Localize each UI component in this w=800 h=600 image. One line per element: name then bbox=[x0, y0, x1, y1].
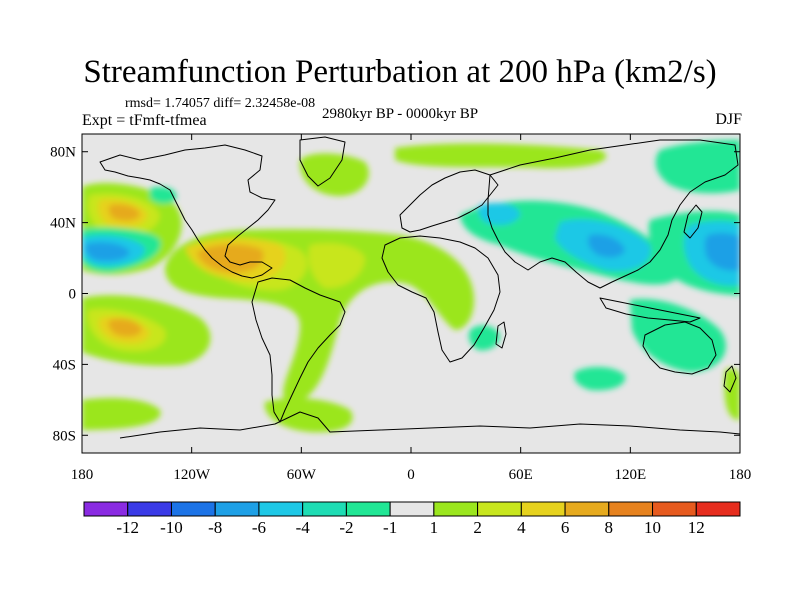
field-region bbox=[85, 242, 130, 262]
colorbar-swatch bbox=[83, 501, 129, 517]
colorbar-label: 10 bbox=[644, 518, 661, 537]
colorbar-swatch bbox=[258, 501, 304, 517]
lat-tick-label: 40S bbox=[53, 357, 76, 373]
coastline-australia bbox=[642, 321, 717, 375]
coastline-south-america bbox=[251, 277, 346, 423]
field-region bbox=[395, 143, 607, 169]
colorbar-swatch bbox=[345, 501, 391, 517]
colorbar-label: -10 bbox=[160, 518, 183, 537]
colorbar-swatch bbox=[695, 501, 741, 517]
season-label: DJF bbox=[715, 111, 742, 128]
lat-tick-label: 0 bbox=[69, 287, 77, 303]
coastlines bbox=[99, 136, 740, 439]
coastline-new-zealand bbox=[723, 365, 737, 393]
colorbar-swatch bbox=[433, 501, 479, 517]
map-axes: 180 120W 60W 0 60E 120E 180 80N 40N 0 40S 80S bbox=[50, 134, 751, 483]
colorbar-swatch bbox=[389, 501, 435, 517]
lat-tick-label: 80S bbox=[53, 428, 76, 444]
coastline-maritime bbox=[599, 297, 701, 323]
colorbar-swatch bbox=[652, 501, 697, 517]
colorbar-label: 6 bbox=[561, 518, 570, 537]
colorbar-swatch bbox=[564, 501, 610, 517]
colorbar-swatch bbox=[170, 501, 216, 517]
colorbar-label: -8 bbox=[208, 518, 222, 537]
colorbar-label: -12 bbox=[116, 518, 139, 537]
field-region bbox=[588, 234, 625, 258]
stats-label: rmsd= 1.74057 diff= 2.32458e-08 bbox=[125, 96, 316, 111]
colorbar-swatch bbox=[214, 501, 260, 517]
period-label: 2980kyr BP - 0000kyr BP bbox=[322, 106, 479, 122]
lon-tick-label: 120E bbox=[614, 467, 646, 483]
colorbar-swatch bbox=[302, 501, 347, 517]
field-region bbox=[478, 203, 520, 226]
colorbar-swatch bbox=[520, 501, 566, 517]
coastline-europe bbox=[399, 169, 499, 233]
field-region bbox=[108, 204, 140, 221]
colorbar-label: -1 bbox=[383, 518, 397, 537]
colorbar: -12 -10 -8 -6 -4 -2 -1 1 2 4 6 8 10 12 bbox=[83, 501, 741, 537]
field-region bbox=[630, 299, 726, 372]
colorbar-label: 4 bbox=[517, 518, 526, 537]
field-region bbox=[108, 318, 142, 337]
lat-tick-label: 40N bbox=[50, 216, 76, 232]
field-region bbox=[468, 325, 500, 351]
colorbar-label: -4 bbox=[296, 518, 311, 537]
coastline-africa bbox=[381, 235, 501, 363]
coastline-north-america bbox=[99, 144, 276, 279]
coastline-antarctica bbox=[119, 411, 740, 439]
colorbar-label: 12 bbox=[688, 518, 705, 537]
colorbar-label: -2 bbox=[339, 518, 353, 537]
colorbar-swatch bbox=[608, 501, 654, 517]
colorbar-swatch bbox=[477, 501, 522, 517]
lon-tick-label: 0 bbox=[407, 467, 415, 483]
field-region bbox=[82, 398, 161, 430]
field-region bbox=[574, 366, 626, 391]
colorbar-label: -6 bbox=[252, 518, 266, 537]
colorbar-swatch bbox=[127, 501, 172, 517]
colorbar-label: 8 bbox=[605, 518, 614, 537]
lon-tick-label: 60E bbox=[509, 467, 533, 483]
map-background bbox=[82, 134, 740, 453]
lon-tick-label: 120W bbox=[173, 467, 211, 483]
lon-tick-label: 180 bbox=[71, 467, 94, 483]
coastline-greenland bbox=[299, 136, 346, 187]
coastline-japan bbox=[683, 204, 703, 239]
field-region bbox=[308, 243, 365, 289]
experiment-label: Expt = tFmft-tfmea bbox=[82, 112, 207, 129]
coastline-madagascar bbox=[495, 321, 507, 349]
lat-tick-label: 80N bbox=[50, 145, 76, 161]
field-region bbox=[724, 368, 740, 420]
lon-tick-label: 60W bbox=[287, 467, 317, 483]
map-title: Streamfunction Perturbation at 200 hPa (… bbox=[83, 54, 717, 90]
coastline-asia bbox=[487, 139, 739, 289]
field-region bbox=[704, 233, 740, 271]
colorbar-label: 1 bbox=[430, 518, 439, 537]
field-region bbox=[655, 140, 740, 194]
colorbar-label: 2 bbox=[473, 518, 482, 537]
field-region bbox=[150, 186, 177, 204]
field-region bbox=[197, 244, 264, 273]
lon-tick-label: 180 bbox=[729, 467, 752, 483]
field-shading bbox=[82, 140, 740, 433]
